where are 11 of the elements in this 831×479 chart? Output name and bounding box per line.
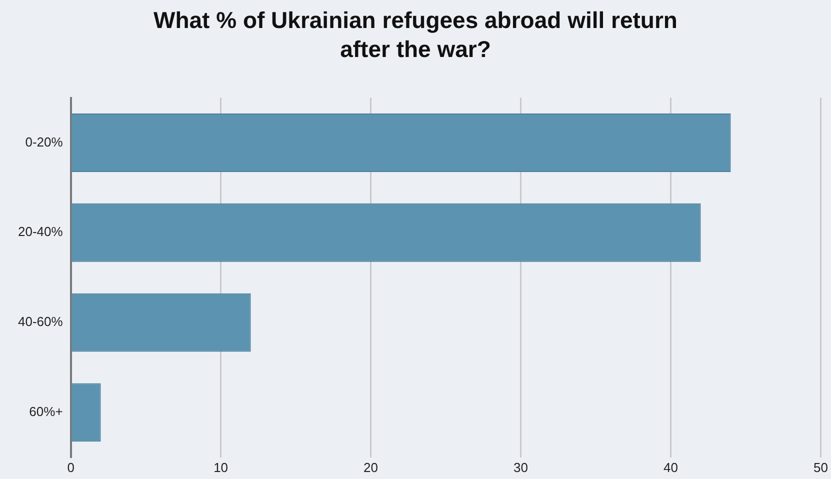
y-tick-label: 0-20% <box>25 134 64 150</box>
x-tick-label: 10 <box>214 460 228 475</box>
y-tick-label: 20-40% <box>18 224 64 240</box>
x-tick-label: 20 <box>364 460 378 475</box>
y-tick-label: 60%+ <box>29 404 63 420</box>
x-tick-label: 50 <box>814 460 828 475</box>
chart-title: What % of Ukrainian refugees abroad will return after the war? <box>152 6 678 64</box>
x-tick-label: 40 <box>664 460 678 475</box>
x-tick-label: 0 <box>67 460 74 475</box>
y-tick-label: 40-60% <box>18 314 64 330</box>
x-tick-label: 30 <box>514 460 528 475</box>
